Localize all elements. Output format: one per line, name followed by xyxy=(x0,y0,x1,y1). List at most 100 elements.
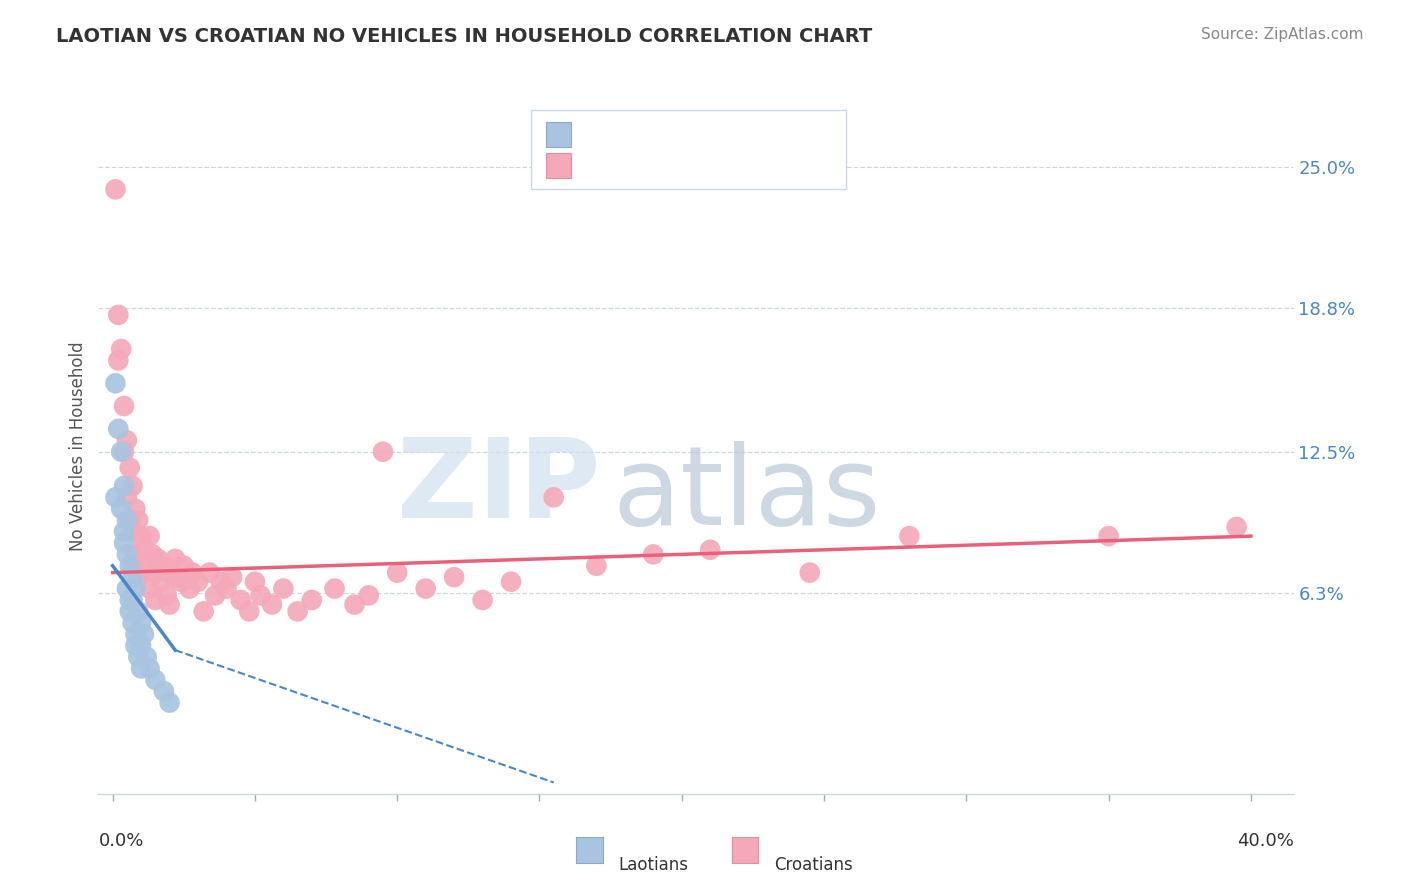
Point xyxy=(260,598,283,612)
Point xyxy=(135,650,157,665)
Point xyxy=(287,604,309,618)
Point xyxy=(127,650,149,665)
Point xyxy=(471,593,494,607)
Point xyxy=(118,513,141,527)
Text: ZIP: ZIP xyxy=(396,434,600,541)
Point xyxy=(132,542,155,557)
Point xyxy=(121,524,143,539)
Point xyxy=(898,529,921,543)
Point xyxy=(699,542,721,557)
Point xyxy=(112,536,135,550)
Point xyxy=(121,615,143,630)
Point xyxy=(104,491,127,505)
Text: 31: 31 xyxy=(734,128,759,145)
Point xyxy=(129,529,152,543)
Point xyxy=(115,491,138,505)
Point xyxy=(249,589,271,603)
Point xyxy=(204,589,226,603)
Point xyxy=(143,593,166,607)
Text: 73: 73 xyxy=(734,161,759,178)
Text: R =: R = xyxy=(582,161,621,178)
Point xyxy=(138,582,160,596)
Point xyxy=(585,558,607,573)
Point xyxy=(121,570,143,584)
Point xyxy=(148,552,170,566)
Point xyxy=(179,582,201,596)
Point xyxy=(443,570,465,584)
Point xyxy=(170,574,193,589)
Point xyxy=(385,566,409,580)
Point xyxy=(129,566,152,580)
Point xyxy=(115,513,138,527)
Point xyxy=(198,566,221,580)
Point xyxy=(115,547,138,561)
Text: R =: R = xyxy=(582,128,621,145)
Point xyxy=(115,434,138,448)
Point xyxy=(124,582,146,596)
Point xyxy=(415,582,437,596)
Text: N =: N = xyxy=(697,161,737,178)
Point xyxy=(129,639,152,653)
Point xyxy=(156,589,179,603)
Point xyxy=(181,566,204,580)
Point xyxy=(173,558,195,573)
Point xyxy=(107,353,129,368)
Point xyxy=(127,604,149,618)
Point xyxy=(110,342,132,356)
Point xyxy=(104,376,127,391)
Point xyxy=(124,627,146,641)
Point xyxy=(165,570,187,584)
Point xyxy=(138,661,160,675)
Point xyxy=(110,501,132,516)
Text: atlas: atlas xyxy=(613,442,880,549)
Text: Laotians: Laotians xyxy=(619,856,689,874)
Point xyxy=(143,673,166,687)
Point xyxy=(143,566,166,580)
Text: Source: ZipAtlas.com: Source: ZipAtlas.com xyxy=(1201,27,1364,42)
Point xyxy=(159,598,181,612)
Point xyxy=(118,460,141,475)
Point xyxy=(357,589,380,603)
Text: LAOTIAN VS CROATIAN NO VEHICLES IN HOUSEHOLD CORRELATION CHART: LAOTIAN VS CROATIAN NO VEHICLES IN HOUSE… xyxy=(56,27,873,45)
Text: Croatians: Croatians xyxy=(773,856,852,874)
Point xyxy=(1097,529,1119,543)
Point xyxy=(121,593,143,607)
Point xyxy=(121,558,143,573)
Text: -0.200: -0.200 xyxy=(624,128,689,145)
Point xyxy=(221,570,243,584)
Point xyxy=(371,444,394,458)
Point xyxy=(104,182,127,196)
Point xyxy=(118,604,141,618)
Text: N =: N = xyxy=(697,128,737,145)
Point xyxy=(107,308,129,322)
Point xyxy=(110,444,132,458)
Point xyxy=(165,552,187,566)
Point xyxy=(112,444,135,458)
Point xyxy=(243,574,266,589)
Text: 0.015: 0.015 xyxy=(624,161,693,178)
Point xyxy=(543,491,565,505)
Point xyxy=(799,566,821,580)
Point xyxy=(193,604,215,618)
Point xyxy=(215,582,238,596)
Point xyxy=(273,582,295,596)
Point xyxy=(118,558,141,573)
Point xyxy=(643,547,665,561)
Point xyxy=(153,558,176,573)
Point xyxy=(301,593,323,607)
Point xyxy=(118,593,141,607)
Point xyxy=(159,696,181,710)
Point xyxy=(343,598,366,612)
Point xyxy=(141,547,163,561)
Point xyxy=(187,574,209,589)
Point xyxy=(107,422,129,436)
Point xyxy=(153,684,176,698)
Point xyxy=(124,501,146,516)
Point xyxy=(112,399,135,413)
Point xyxy=(129,615,152,630)
Y-axis label: No Vehicles in Household: No Vehicles in Household xyxy=(69,341,87,551)
Point xyxy=(159,566,181,580)
Point xyxy=(124,547,146,561)
Point xyxy=(209,574,232,589)
Point xyxy=(115,582,138,596)
